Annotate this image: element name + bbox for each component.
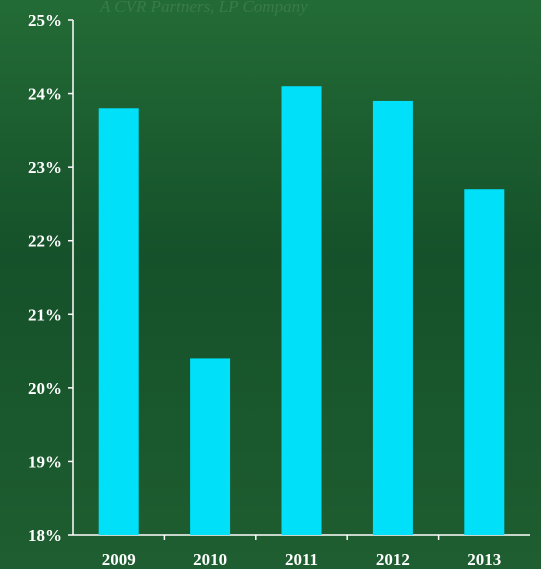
background-watermark-text: A CVR Partners, LP Company	[99, 0, 308, 16]
y-tick-label: 25%	[28, 11, 62, 30]
bar-2012	[372, 100, 413, 535]
y-tick-label: 23%	[28, 158, 62, 177]
y-tick-label: 19%	[28, 452, 62, 471]
x-tick-label: 2013	[467, 550, 501, 569]
bar-2010	[190, 358, 231, 535]
bar-2013	[464, 189, 505, 535]
x-tick-label: 2010	[193, 550, 227, 569]
y-tick-label: 20%	[28, 379, 62, 398]
y-tick-label: 22%	[28, 232, 62, 251]
y-tick-label: 18%	[28, 526, 62, 545]
plot-area: 18% 19% 20% 21% 22% 23% 24% 25% 2009 2010 2011 2012…	[28, 11, 530, 569]
x-tick-label: 2012	[376, 550, 410, 569]
y-tick-label: 24%	[28, 85, 62, 104]
x-tick-label: 2011	[285, 550, 318, 569]
bar-2011	[281, 86, 322, 535]
y-tick-label: 21%	[28, 305, 62, 324]
x-tick-label: 2009	[102, 550, 136, 569]
bar-2009	[98, 108, 139, 536]
